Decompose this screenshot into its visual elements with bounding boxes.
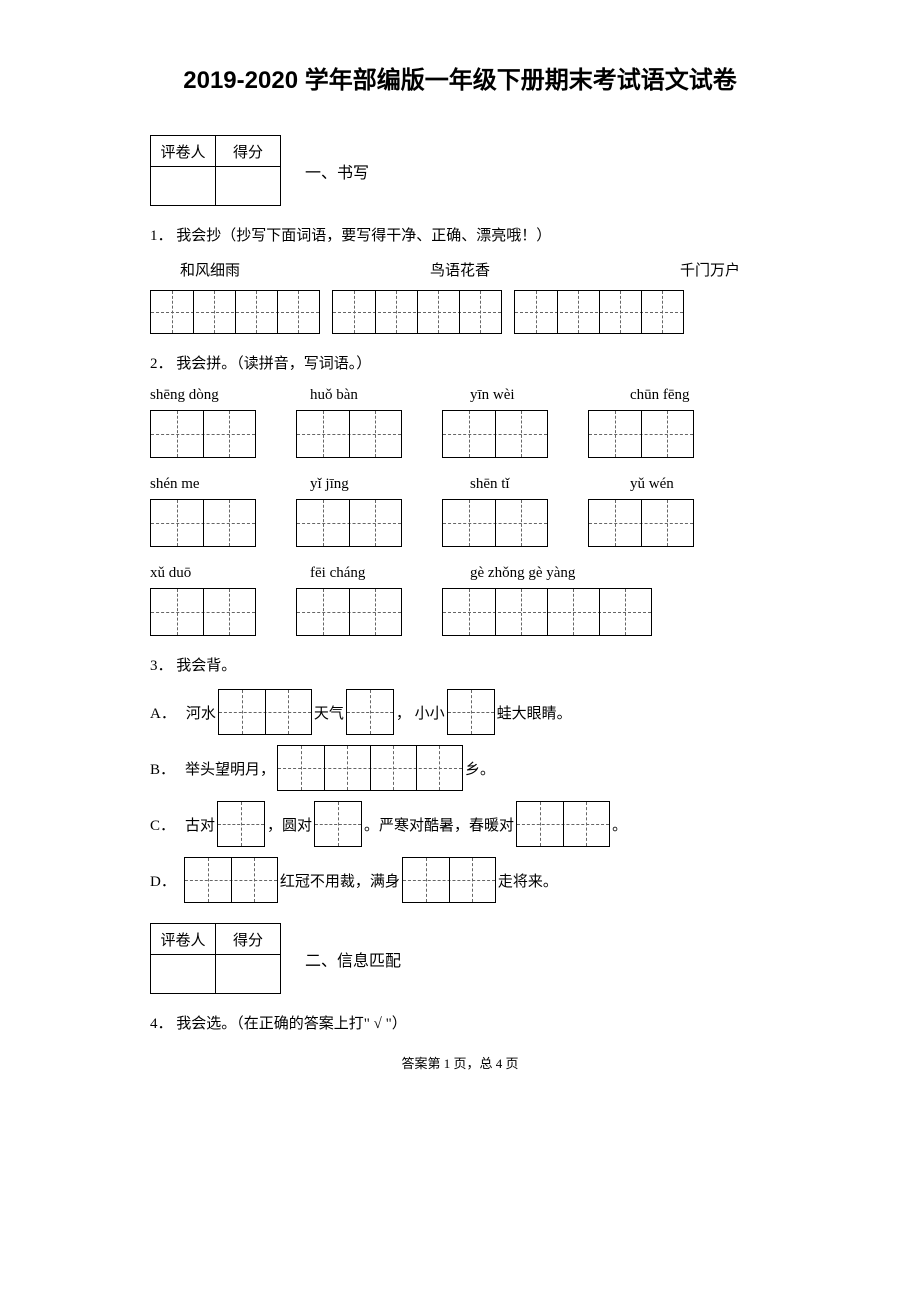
score-col-grader: 评卷人 xyxy=(151,924,216,955)
q2-grid-row xyxy=(150,410,770,458)
q2-line: 2． 我会拼。（读拼音，写词语。） xyxy=(150,352,770,373)
grader-cell[interactable] xyxy=(151,955,216,994)
q1-words: 和风细雨 鸟语花香 千门万户 xyxy=(180,259,740,280)
q3-line: 3． 我会背。 xyxy=(150,654,770,675)
grader-cell[interactable] xyxy=(151,167,216,206)
score-box: 评卷人 得分 xyxy=(150,135,281,206)
tianzige-grid[interactable] xyxy=(217,801,265,847)
q3-line-label: C． xyxy=(150,814,175,835)
score-cell[interactable] xyxy=(216,955,281,994)
q3-container: A． 河水 天气 ， 小小 蛙大眼睛。 B． 举头望明月， 乡。 C． 古对 ，圆对 。严寒对酷暑，春… xyxy=(150,689,770,903)
q3-line-D: D． 红冠不用裁，满身 走将来。 xyxy=(150,857,770,903)
q1-line: 1． 我会抄（抄写下面词语，要写得干净、正确、漂亮哦！） xyxy=(150,224,770,245)
q2-grid-row xyxy=(150,499,770,547)
tianzige-grid[interactable] xyxy=(296,499,402,547)
page-title: 2019-2020 学年部编版一年级下册期末考试语文试卷 xyxy=(150,60,770,95)
tianzige-grid[interactable] xyxy=(150,499,256,547)
exam-page: 2019-2020 学年部编版一年级下册期末考试语文试卷 评卷人 得分 一、书写… xyxy=(0,0,920,1092)
q3-text-fragment: ，圆对 xyxy=(267,814,312,835)
q3-text-fragment: 。 xyxy=(612,814,627,835)
pinyin-label: shén me xyxy=(150,476,270,493)
q3-text-fragment: 走将来。 xyxy=(498,870,558,891)
pinyin-label: shēn tǐ xyxy=(470,476,590,493)
tianzige-grid[interactable] xyxy=(277,745,463,791)
tianzige-grid[interactable] xyxy=(150,410,256,458)
q1-grid-row xyxy=(150,290,770,334)
tianzige-grid[interactable] xyxy=(402,857,496,903)
q3-text-fragment: ， 小小 xyxy=(396,702,445,723)
pinyin-label: shēng dòng xyxy=(150,387,270,404)
pinyin-row: xǔ duō fēi cháng gè zhǒng gè yàng xyxy=(150,565,770,582)
tianzige-grid[interactable] xyxy=(588,499,694,547)
q3-text-fragment: 乡。 xyxy=(465,758,495,779)
tianzige-grid[interactable] xyxy=(332,290,502,334)
pinyin-label: yǔ wén xyxy=(630,476,750,493)
score-cell[interactable] xyxy=(216,167,281,206)
score-box: 评卷人 得分 xyxy=(150,923,281,994)
q4-line: 4． 我会选。（在正确的答案上打" √ "） xyxy=(150,1012,770,1033)
q1-num: 1． xyxy=(150,228,173,244)
q1-word: 鸟语花香 xyxy=(430,259,490,280)
pinyin-label: yīn wèi xyxy=(470,387,590,404)
q4-num: 4． xyxy=(150,1016,173,1032)
section-2-header: 评卷人 得分 二、信息匹配 xyxy=(150,923,770,994)
score-col-score: 得分 xyxy=(216,924,281,955)
q2-text: 我会拼。（读拼音，写词语。） xyxy=(176,356,371,372)
section-1-header: 评卷人 得分 一、书写 xyxy=(150,135,770,206)
pinyin-row: shén me yǐ jīng shēn tǐ yǔ wén xyxy=(150,476,770,493)
tianzige-grid[interactable] xyxy=(588,410,694,458)
q2-container: shēng dòng huǒ bàn yīn wèi chūn fēng shén me… xyxy=(150,387,770,636)
q3-text-fragment: 红冠不用裁，满身 xyxy=(280,870,400,891)
section-2-label: 二、信息匹配 xyxy=(305,947,401,971)
q3-text: 我会背。 xyxy=(176,658,236,674)
section-1-label: 一、书写 xyxy=(305,159,369,183)
q2-grid-row xyxy=(150,588,770,636)
pinyin-label: yǐ jīng xyxy=(310,476,430,493)
tianzige-grid[interactable] xyxy=(184,857,278,903)
tianzige-grid[interactable] xyxy=(447,689,495,735)
q1-text: 我会抄（抄写下面词语，要写得干净、正确、漂亮哦！） xyxy=(176,228,551,244)
score-col-grader: 评卷人 xyxy=(151,136,216,167)
q3-line-B: B． 举头望明月， 乡。 xyxy=(150,745,770,791)
q3-line-C: C． 古对 ，圆对 。严寒对酷暑，春暖对 。 xyxy=(150,801,770,847)
q2-num: 2． xyxy=(150,356,173,372)
tianzige-grid[interactable] xyxy=(442,499,548,547)
q3-text-fragment: 河水 xyxy=(186,702,216,723)
tianzige-grid[interactable] xyxy=(514,290,684,334)
pinyin-label: xǔ duō xyxy=(150,565,270,582)
tianzige-grid[interactable] xyxy=(346,689,394,735)
q3-text-fragment: 。严寒对酷暑，春暖对 xyxy=(364,814,514,835)
q1-word: 和风细雨 xyxy=(180,259,240,280)
tianzige-grid[interactable] xyxy=(296,588,402,636)
q3-text-fragment: 举头望明月， xyxy=(185,758,275,779)
tianzige-grid[interactable] xyxy=(150,588,256,636)
q1-word: 千门万户 xyxy=(680,259,740,280)
tianzige-grid[interactable] xyxy=(442,410,548,458)
q3-line-label: B． xyxy=(150,758,175,779)
tianzige-grid[interactable] xyxy=(516,801,610,847)
page-footer: 答案第 1 页，总 4 页 xyxy=(150,1053,770,1072)
pinyin-label: gè zhǒng gè yàng xyxy=(470,565,590,582)
pinyin-label: fēi cháng xyxy=(310,565,430,582)
score-col-score: 得分 xyxy=(216,136,281,167)
pinyin-row: shēng dòng huǒ bàn yīn wèi chūn fēng xyxy=(150,387,770,404)
tianzige-grid[interactable] xyxy=(314,801,362,847)
q3-text-fragment: 古对 xyxy=(185,814,215,835)
tianzige-grid[interactable] xyxy=(150,290,320,334)
q3-num: 3． xyxy=(150,658,173,674)
q4-text: 我会选。（在正确的答案上打" √ "） xyxy=(176,1016,406,1032)
pinyin-label: chūn fēng xyxy=(630,387,750,404)
q3-line-label: D． xyxy=(150,870,176,891)
tianzige-grid[interactable] xyxy=(296,410,402,458)
q3-line-A: A． 河水 天气 ， 小小 蛙大眼睛。 xyxy=(150,689,770,735)
tianzige-grid[interactable] xyxy=(442,588,652,636)
q3-text-fragment: 天气 xyxy=(314,702,344,723)
q3-line-label: A． xyxy=(150,702,176,723)
q3-text-fragment: 蛙大眼睛。 xyxy=(497,702,572,723)
tianzige-grid[interactable] xyxy=(218,689,312,735)
pinyin-label: huǒ bàn xyxy=(310,387,430,404)
